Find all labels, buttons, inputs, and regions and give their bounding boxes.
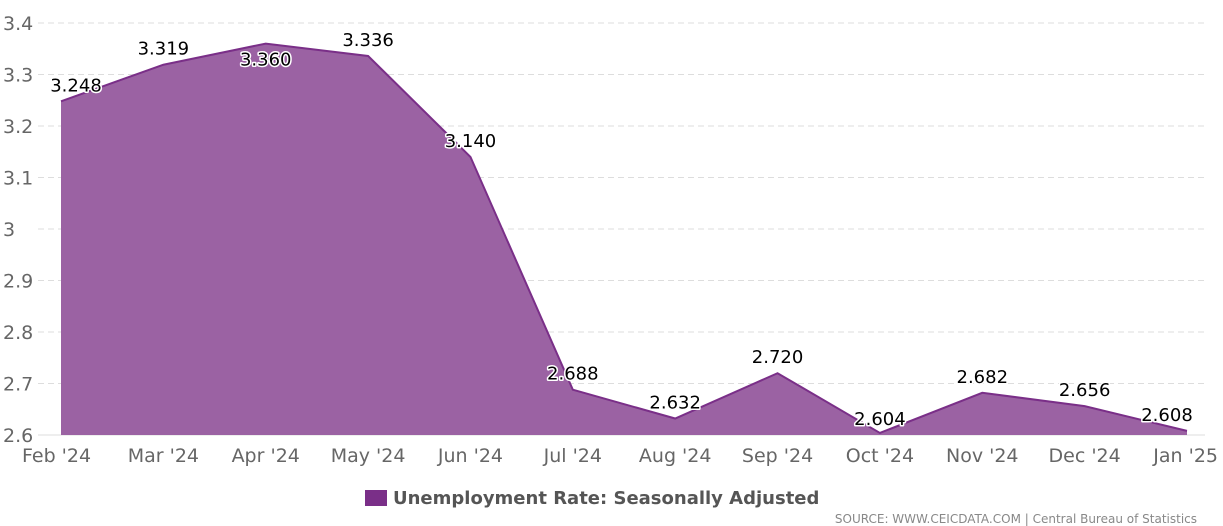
y-tick-label: 3.3 [3,65,33,87]
legend-swatch [365,490,387,506]
x-axis: Feb '24 Mar '24 Apr '24 May '24 Jun '24 Jul '… [22,445,1218,467]
x-tick-label: Apr '24 [232,445,300,467]
data-label: 2.656 [1059,380,1111,401]
data-label: 2.682 [957,367,1009,388]
data-label: 2.720 [752,347,804,368]
data-label: 2.608 [1141,405,1193,426]
x-tick-label: Feb '24 [22,445,91,467]
data-label: 3.140 [445,131,497,152]
legend-item[interactable]: Unemployment Rate: Seasonally Adjusted [365,487,819,509]
x-tick-label: Oct '24 [846,445,914,467]
series-area [60,42,1188,435]
x-tick-label: Jul '24 [543,445,602,467]
x-tick-label: May '24 [331,445,406,467]
x-tick-label: Jan '25 [1152,445,1218,467]
y-tick-label: 2.7 [3,374,33,396]
data-label: 3.336 [342,30,394,51]
x-tick-label: Nov '24 [946,445,1019,467]
y-tick-label: 2.6 [3,425,33,447]
y-axis: 2.6 2.7 2.8 2.9 3 3.1 3.2 3.3 3.4 [3,13,33,447]
y-tick-label: 3.4 [3,13,33,35]
y-tick-label: 2.8 [3,322,33,344]
series-line [60,42,1188,435]
data-label: 3.360 [240,50,292,71]
x-tick-label: Dec '24 [1049,445,1121,467]
data-label: 2.688 [547,364,599,385]
x-tick-label: Jun '24 [437,445,503,467]
data-labels: 3.248 3.319 3.360 3.336 3.140 2.688 2.632 2.720… [49,28,1195,431]
x-tick-label: Aug '24 [639,445,712,467]
data-label: 2.604 [854,409,906,430]
data-label: 3.319 [138,39,190,60]
y-tick-label: 3 [3,219,15,241]
data-label: 2.632 [649,393,701,414]
area-fill [61,43,1187,435]
source-note: SOURCE: WWW.CEICDATA.COM | Central Burea… [834,512,1197,526]
x-tick-label: Sep '24 [742,445,813,467]
y-tick-label: 3.1 [3,168,33,190]
y-tick-label: 2.9 [3,271,33,293]
y-tick-label: 3.2 [3,116,33,138]
x-tick-label: Mar '24 [128,445,199,467]
data-label: 3.248 [50,75,102,96]
legend-label: Unemployment Rate: Seasonally Adjusted [393,487,820,509]
